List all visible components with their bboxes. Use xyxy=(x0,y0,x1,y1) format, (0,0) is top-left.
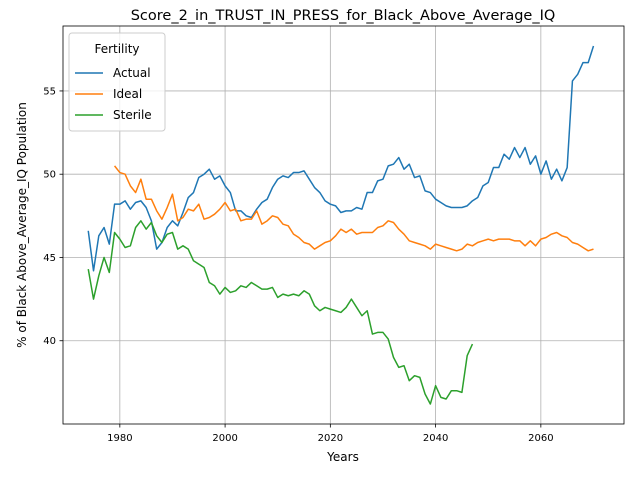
x-tick-label: 2000 xyxy=(212,433,237,444)
series-layer xyxy=(87,45,595,405)
series-line-actual xyxy=(87,45,595,272)
y-tick-label: 45 xyxy=(43,253,56,264)
legend-label-ideal: Ideal xyxy=(113,87,142,101)
grid xyxy=(63,26,624,424)
x-tick-label: 2040 xyxy=(423,433,448,444)
chart-title: Score_2_in_TRUST_IN_PRESS_for_Black_Abov… xyxy=(131,8,556,24)
x-tick-label: 2060 xyxy=(528,433,553,444)
axes: 1980 2000 2020 2040 2060 40 45 50 55 xyxy=(43,86,553,444)
legend-title: Fertility xyxy=(94,42,139,56)
x-tick-label: 1980 xyxy=(107,433,132,444)
legend-label-sterile: Sterile xyxy=(113,108,152,122)
y-tick-label: 50 xyxy=(43,170,56,181)
plot-frame xyxy=(62,25,625,425)
legend-entries: Actual Ideal Sterile xyxy=(75,66,152,122)
legend-label-actual: Actual xyxy=(113,66,151,80)
legend: Fertility Actual Ideal Sterile xyxy=(68,32,166,132)
x-tick-label: 2020 xyxy=(318,433,343,444)
series-line-sterile xyxy=(87,220,474,405)
y-tick-label: 40 xyxy=(43,336,56,347)
y-tick-label: 55 xyxy=(43,86,56,97)
x-axis-label: Years xyxy=(326,450,359,464)
y-axis-label: % of Black Above_Average_IQ Population xyxy=(15,102,29,348)
series-line-ideal xyxy=(113,165,594,252)
legend-box xyxy=(68,32,166,132)
